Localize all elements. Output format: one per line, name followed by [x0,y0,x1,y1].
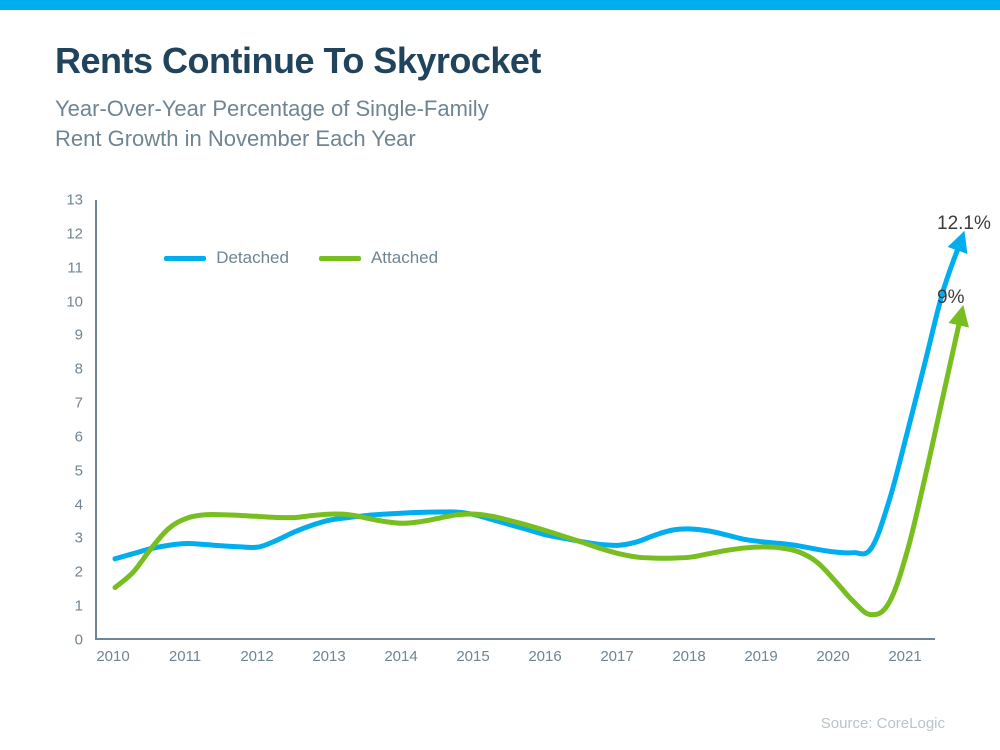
x-tick-label: 2011 [169,648,201,665]
y-tick-label: 7 [55,395,83,412]
subtitle-line-1: Year-Over-Year Percentage of Single-Fami… [55,96,489,121]
series-end-label-attached: 9% [937,287,964,309]
y-axis: 012345678910111213 [55,200,91,640]
y-tick-label: 5 [55,462,83,479]
x-tick-label: 2016 [528,648,561,665]
page-title: Rents Continue To Skyrocket [55,40,945,82]
x-tick-label: 2018 [672,648,705,665]
chart-legend: Detached Attached [164,248,438,268]
y-tick-label: 11 [55,259,83,276]
y-tick-label: 13 [55,192,83,209]
x-tick-label: 2020 [816,648,849,665]
legend-label: Attached [371,248,438,268]
legend-item-detached: Detached [164,248,289,268]
top-accent-bar [0,0,1000,10]
x-tick-label: 2012 [240,648,273,665]
y-tick-label: 6 [55,428,83,445]
y-tick-label: 3 [55,530,83,547]
y-tick-label: 2 [55,564,83,581]
y-tick-label: 8 [55,361,83,378]
legend-swatch [319,256,361,261]
x-tick-label: 2015 [456,648,489,665]
x-tick-label: 2021 [888,648,921,665]
legend-item-attached: Attached [319,248,438,268]
x-tick-label: 2017 [600,648,633,665]
legend-label: Detached [216,248,289,268]
x-tick-label: 2019 [744,648,777,665]
y-tick-label: 12 [55,225,83,242]
x-tick-label: 2010 [96,648,129,665]
y-tick-label: 1 [55,598,83,615]
y-tick-label: 0 [55,632,83,649]
header-block: Rents Continue To Skyrocket Year-Over-Ye… [55,40,945,153]
x-axis: 2010 2011 2012 2013 2014 2015 2016 2017 2018 2019… [95,640,935,670]
x-tick-label: 2014 [384,648,417,665]
plot-area: 12.1%9%DetachedAttached [95,200,935,640]
y-tick-label: 4 [55,496,83,513]
source-attribution: Source: CoreLogic [821,715,945,732]
rent-growth-chart: 012345678910111213 12.1%9%DetachedAttach… [55,200,935,670]
legend-swatch [164,256,206,261]
subtitle-line-2: Rent Growth in November Each Year [55,126,416,151]
y-tick-label: 9 [55,327,83,344]
series-end-label-detached: 12.1% [937,213,991,235]
y-tick-label: 10 [55,293,83,310]
page-subtitle: Year-Over-Year Percentage of Single-Fami… [55,94,945,153]
x-tick-label: 2013 [312,648,345,665]
